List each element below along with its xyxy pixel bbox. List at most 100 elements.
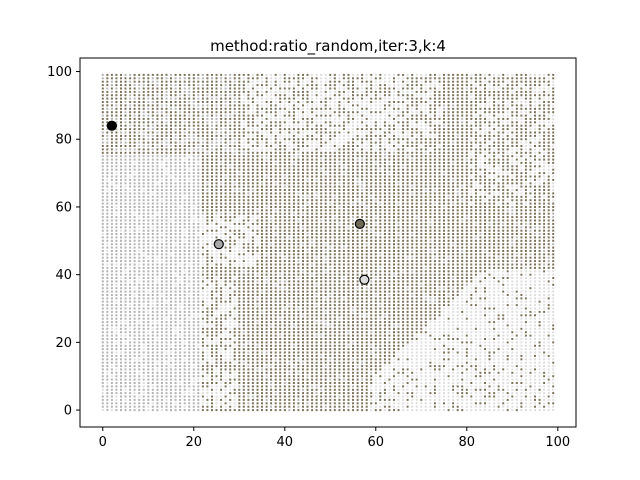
grid-point — [188, 212, 191, 215]
grid-point — [115, 317, 118, 320]
grid-point — [224, 141, 227, 144]
grid-point — [120, 270, 122, 273]
grid-point — [288, 321, 291, 324]
grid-point — [297, 294, 300, 296]
grid-point — [192, 155, 195, 158]
grid-point — [156, 138, 159, 141]
grid-point — [120, 388, 122, 391]
grid-point — [292, 398, 295, 401]
grid-point — [302, 388, 304, 391]
grid-point — [179, 348, 182, 351]
grid-point — [106, 266, 109, 269]
grid-point — [147, 365, 150, 368]
grid-point — [320, 371, 323, 374]
grid-point — [233, 145, 236, 147]
grid-point — [156, 128, 159, 131]
grid-point — [197, 270, 200, 273]
grid-point — [220, 307, 223, 310]
grid-point — [106, 77, 109, 80]
grid-point — [160, 148, 163, 151]
grid-point — [142, 239, 145, 242]
grid-point — [297, 260, 300, 263]
grid-point — [315, 287, 318, 290]
grid-point — [315, 84, 318, 87]
grid-point — [101, 219, 104, 222]
grid-point — [279, 385, 282, 388]
grid-point — [224, 117, 227, 120]
grid-point — [197, 253, 200, 256]
grid-point — [151, 134, 154, 137]
grid-point — [270, 402, 273, 405]
grid-point — [251, 368, 254, 371]
grid-point — [115, 185, 118, 188]
grid-point — [201, 77, 204, 80]
grid-point — [211, 324, 213, 327]
grid-point — [215, 348, 218, 351]
grid-point — [183, 141, 186, 144]
grid-point — [192, 371, 195, 374]
grid-point — [124, 226, 127, 229]
grid-point — [224, 239, 227, 242]
grid-point — [306, 388, 309, 391]
grid-point — [302, 331, 304, 334]
grid-point — [201, 371, 204, 374]
grid-point — [229, 307, 232, 310]
grid-point — [192, 250, 195, 252]
grid-point — [120, 287, 122, 290]
grid-point — [261, 219, 263, 222]
grid-point — [110, 297, 113, 300]
grid-point — [147, 341, 150, 344]
grid-point — [324, 382, 327, 384]
grid-point — [115, 80, 118, 83]
grid-point — [279, 219, 282, 222]
grid-point — [151, 94, 154, 97]
grid-point — [151, 310, 154, 313]
grid-point — [174, 161, 177, 164]
grid-point — [133, 338, 136, 340]
grid-point — [110, 101, 113, 103]
grid-point — [183, 385, 186, 388]
grid-point — [238, 128, 241, 131]
grid-point — [238, 209, 241, 212]
grid-point — [174, 351, 177, 354]
grid-point — [220, 94, 223, 97]
grid-point — [174, 199, 177, 202]
grid-point — [220, 185, 223, 188]
grid-point — [147, 338, 150, 340]
grid-point — [320, 361, 323, 364]
grid-point — [142, 331, 145, 334]
grid-point — [261, 263, 263, 266]
grid-point — [251, 331, 254, 334]
grid-point — [138, 331, 141, 334]
grid-point — [120, 77, 122, 80]
grid-point — [315, 182, 318, 185]
grid-point — [110, 392, 113, 395]
grid-point — [229, 290, 232, 293]
grid-point — [292, 114, 295, 117]
grid-point — [124, 338, 127, 340]
grid-point — [306, 141, 309, 144]
grid-point — [238, 402, 241, 405]
grid-point — [206, 260, 209, 263]
grid-point — [247, 405, 250, 408]
grid-point — [147, 128, 150, 131]
grid-point — [283, 212, 286, 215]
grid-point — [156, 405, 159, 408]
grid-point — [265, 121, 268, 124]
grid-point — [283, 253, 286, 256]
grid-point — [224, 111, 227, 114]
grid-point — [324, 168, 327, 171]
grid-point — [220, 141, 223, 144]
grid-point — [283, 168, 286, 171]
grid-point — [315, 354, 318, 357]
grid-point — [251, 233, 254, 235]
grid-point — [179, 405, 182, 408]
grid-point — [124, 392, 127, 395]
grid-point — [242, 402, 245, 405]
grid-point — [302, 94, 304, 97]
grid-point — [124, 199, 127, 202]
grid-point — [124, 375, 127, 378]
grid-point — [297, 310, 300, 313]
grid-point — [224, 358, 227, 361]
grid-point — [238, 185, 241, 188]
